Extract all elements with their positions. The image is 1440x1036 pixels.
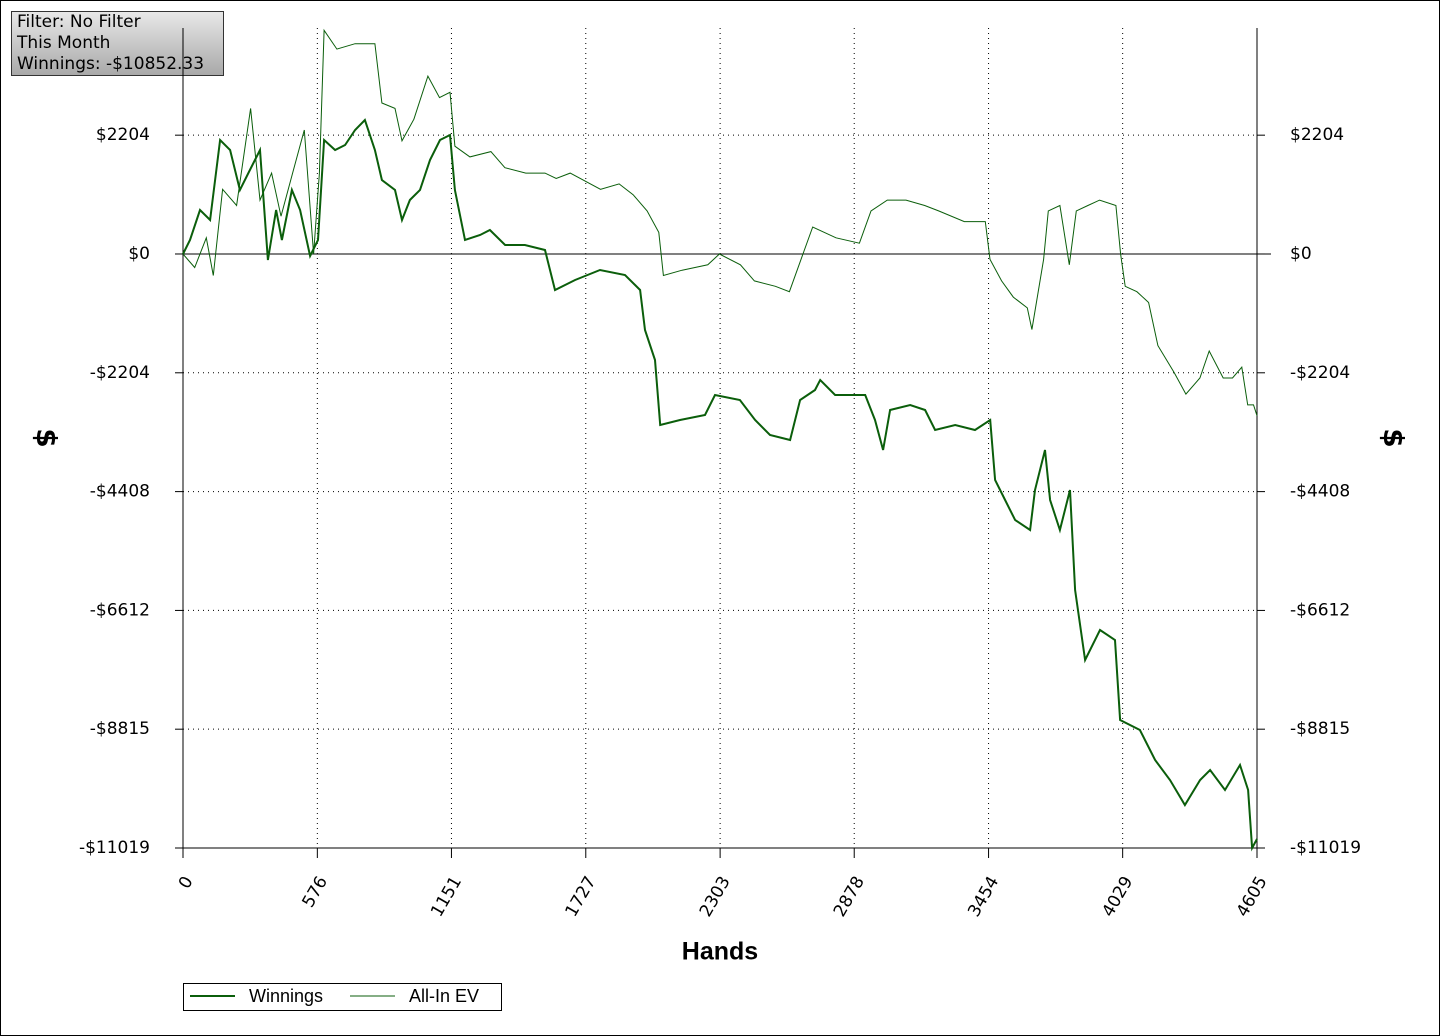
y2-tick-label: -$8815 bbox=[1290, 719, 1350, 739]
y2-tick-label: $2204 bbox=[1290, 125, 1344, 145]
y-axis-label: $ bbox=[30, 428, 63, 447]
y2-tick-label: -$6612 bbox=[1290, 600, 1350, 620]
info-line: This Month bbox=[16, 33, 110, 53]
series-line bbox=[182, 28, 1258, 416]
info-box bbox=[11, 11, 224, 76]
y-tick-label: -$4408 bbox=[90, 482, 150, 502]
info-line: Winnings: -$10852.33 bbox=[17, 54, 204, 74]
y-tick-label: -$11019 bbox=[79, 838, 150, 858]
y2-tick-label: -$2204 bbox=[1290, 363, 1350, 383]
y2-tick-label: $0 bbox=[1290, 244, 1312, 264]
legend bbox=[183, 983, 502, 1011]
series-line bbox=[182, 118, 1258, 852]
x-axis-label: Hands bbox=[682, 938, 758, 966]
y2-tick-label: -$4408 bbox=[1290, 482, 1350, 502]
y-tick-label: $0 bbox=[128, 244, 150, 264]
info-line: Filter: No Filter bbox=[17, 12, 141, 32]
y-tick-label: $2204 bbox=[96, 125, 150, 145]
legend-label: Winnings bbox=[249, 986, 323, 1006]
y-tick-label: -$8815 bbox=[90, 719, 150, 739]
y2-axis-label: $ bbox=[1377, 428, 1410, 447]
legend-label: All-In EV bbox=[409, 986, 479, 1006]
y-tick-label: -$2204 bbox=[90, 363, 150, 383]
y-tick-label: -$6612 bbox=[90, 600, 150, 620]
y2-tick-label: -$11019 bbox=[1290, 838, 1361, 858]
